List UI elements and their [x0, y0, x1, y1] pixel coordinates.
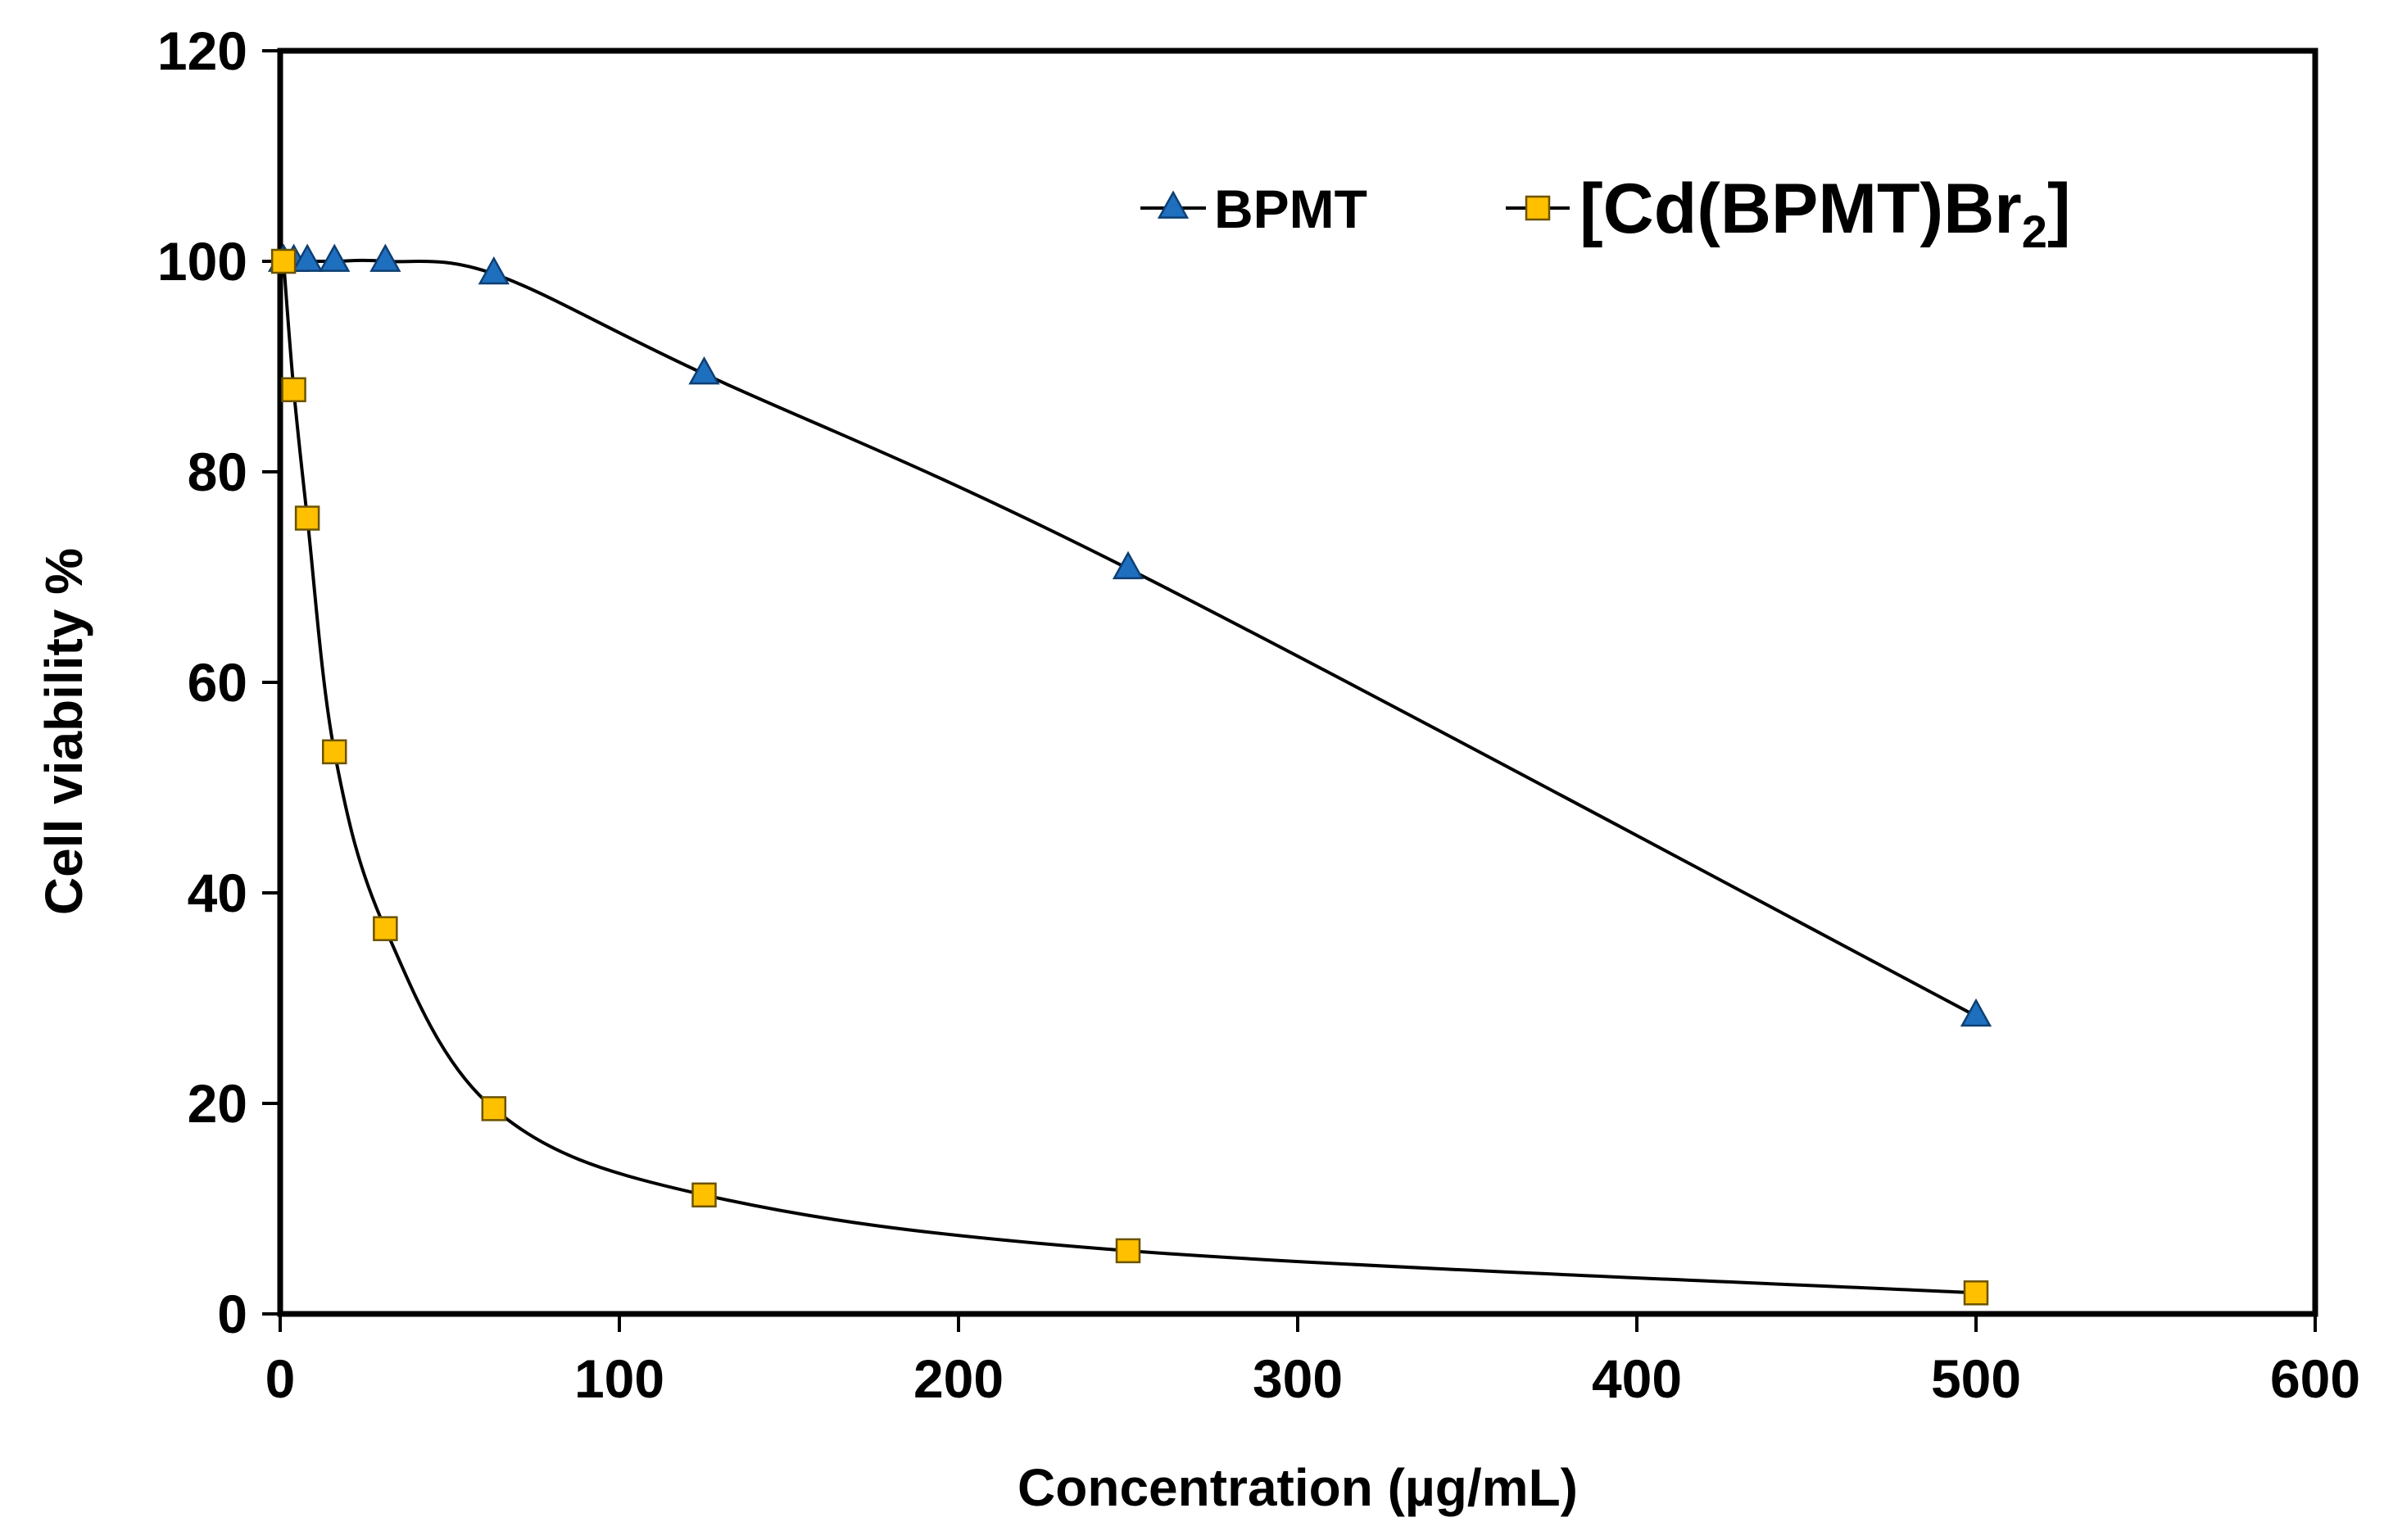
data-point-cd-complex [691, 1182, 717, 1208]
x-tick-label: 100 [574, 1348, 664, 1409]
y-tick-label: 20 [188, 1073, 247, 1134]
legend-marker-cd-complex [1525, 195, 1551, 221]
x-tick-label: 300 [1253, 1348, 1343, 1409]
data-point-cd-complex [481, 1096, 507, 1121]
legend-label-cd-complex: [Cd(BPMT)Br2] [1580, 170, 2071, 257]
data-point-bpmt [291, 243, 324, 272]
data-point-cd-complex [373, 916, 398, 941]
legend-label-suffix: ] [2047, 170, 2071, 248]
y-axis-title: Cell viability % [34, 548, 93, 915]
data-point-bpmt [319, 243, 351, 272]
x-axis-title: Concentration (µg/mL) [1018, 1458, 1578, 1517]
y-tick-label: 80 [188, 442, 247, 502]
data-point-cd-complex [270, 248, 297, 274]
x-tick-label: 400 [1592, 1348, 1682, 1409]
data-point-cd-complex [1963, 1280, 1989, 1306]
y-tick-label: 60 [188, 652, 247, 713]
legend: BPMT [Cd(BPMT)Br2] [1140, 170, 2071, 257]
data-point-bpmt [478, 256, 510, 285]
legend-label-subscript: 2 [2022, 206, 2047, 257]
y-tick-label: 0 [217, 1284, 247, 1344]
data-point-cd-complex [321, 739, 347, 765]
series-line-1 [282, 260, 1977, 1295]
legend-label-main: [Cd(BPMT)Br [1580, 170, 2022, 248]
legend-item-cd-complex: [Cd(BPMT)Br2] [1506, 170, 2071, 257]
axes-layer: 0 20 40 60 80 100 120 0 100 200 300 400 500 600 [157, 20, 2360, 1409]
data-point-cd-complex [1115, 1238, 1141, 1264]
data-point-cd-complex [281, 377, 306, 403]
y-tick-label: 100 [157, 231, 247, 292]
data-point-bpmt [369, 243, 401, 272]
x-tick-label: 500 [1931, 1348, 2021, 1409]
legend-item-bpmt: BPMT [1140, 179, 1367, 239]
y-tick-label: 120 [157, 20, 247, 81]
data-point-bpmt [1112, 550, 1144, 580]
data-point-cd-complex [294, 505, 320, 531]
series-markers-0 [268, 243, 1992, 1027]
series-layer [268, 243, 1992, 1306]
legend-marker-bpmt [1157, 190, 1190, 219]
y-tick-label: 40 [188, 863, 247, 923]
data-point-bpmt [688, 356, 720, 385]
series-markers-1 [270, 248, 1989, 1306]
data-point-bpmt [1960, 998, 1992, 1027]
legend-label-bpmt: BPMT [1214, 179, 1367, 239]
series-line-0 [283, 258, 1977, 1018]
x-tick-label: 200 [913, 1348, 1004, 1409]
x-tick-label: 600 [2270, 1348, 2360, 1409]
x-tick-label: 0 [265, 1348, 296, 1409]
